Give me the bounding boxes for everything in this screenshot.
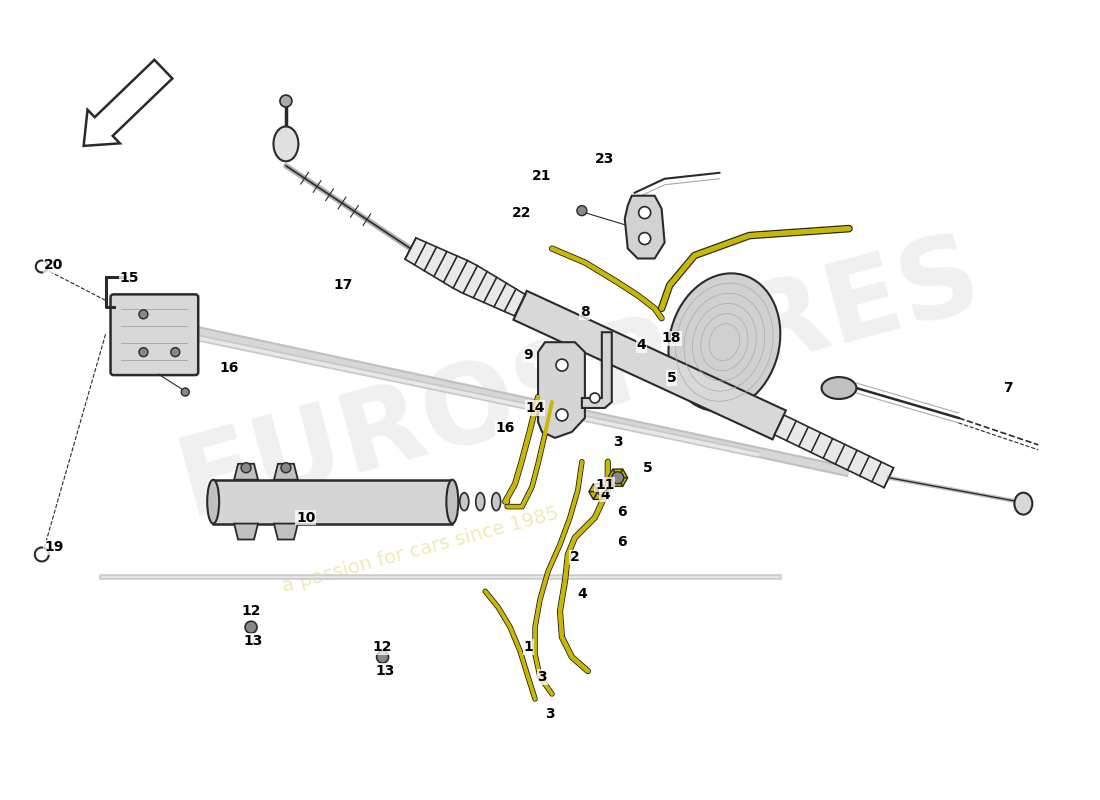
Polygon shape — [613, 478, 623, 486]
Text: 20: 20 — [44, 258, 64, 273]
Ellipse shape — [669, 274, 780, 411]
Text: 5: 5 — [642, 461, 652, 474]
Circle shape — [639, 233, 650, 245]
Polygon shape — [274, 523, 298, 539]
Text: 9: 9 — [524, 348, 532, 362]
Text: 4: 4 — [600, 488, 609, 502]
Circle shape — [279, 95, 292, 107]
Polygon shape — [588, 492, 597, 499]
Circle shape — [36, 261, 47, 273]
Polygon shape — [213, 480, 452, 523]
Circle shape — [376, 651, 388, 663]
Polygon shape — [234, 523, 258, 539]
Text: 3: 3 — [537, 670, 547, 684]
Polygon shape — [405, 238, 526, 316]
Text: 17: 17 — [333, 278, 352, 292]
Text: 23: 23 — [595, 152, 615, 166]
Circle shape — [576, 206, 587, 216]
Text: 16: 16 — [495, 421, 515, 435]
Text: 22: 22 — [513, 206, 531, 220]
Circle shape — [556, 409, 568, 421]
FancyBboxPatch shape — [110, 294, 198, 375]
Polygon shape — [618, 478, 628, 486]
Ellipse shape — [476, 493, 485, 510]
Polygon shape — [625, 196, 664, 258]
Polygon shape — [608, 469, 618, 478]
Ellipse shape — [460, 493, 469, 510]
Polygon shape — [274, 464, 298, 480]
Text: 4: 4 — [637, 338, 647, 352]
Circle shape — [245, 622, 257, 633]
Text: 7: 7 — [1003, 381, 1013, 395]
Text: 6: 6 — [617, 534, 627, 549]
Text: 1: 1 — [524, 640, 534, 654]
Text: 15: 15 — [120, 271, 140, 286]
Circle shape — [639, 206, 650, 218]
Text: 13: 13 — [376, 664, 395, 678]
Polygon shape — [608, 478, 618, 486]
Text: 18: 18 — [662, 331, 681, 346]
Circle shape — [556, 359, 568, 371]
Circle shape — [241, 462, 251, 473]
Text: EUROSPARES: EUROSPARES — [167, 222, 992, 538]
Circle shape — [170, 348, 179, 357]
Polygon shape — [588, 484, 597, 492]
Polygon shape — [593, 484, 603, 492]
Text: 12: 12 — [241, 604, 261, 618]
Text: 13: 13 — [243, 634, 263, 648]
Text: 2: 2 — [570, 550, 580, 565]
Polygon shape — [538, 342, 585, 438]
Text: 5: 5 — [667, 371, 676, 385]
Text: 3: 3 — [546, 707, 554, 721]
Circle shape — [612, 472, 624, 484]
Polygon shape — [618, 469, 628, 478]
Circle shape — [590, 393, 600, 403]
Ellipse shape — [274, 126, 298, 162]
Circle shape — [280, 462, 290, 473]
Ellipse shape — [207, 480, 219, 523]
Polygon shape — [597, 492, 607, 499]
Text: 8: 8 — [580, 306, 590, 319]
Circle shape — [139, 310, 147, 318]
Polygon shape — [774, 415, 893, 488]
Polygon shape — [593, 492, 603, 499]
Polygon shape — [234, 464, 258, 480]
Circle shape — [35, 547, 48, 562]
Ellipse shape — [492, 493, 500, 510]
Circle shape — [139, 348, 147, 357]
Circle shape — [182, 388, 189, 396]
Polygon shape — [84, 60, 173, 146]
Polygon shape — [597, 484, 607, 492]
Text: 16: 16 — [219, 361, 239, 375]
Text: 6: 6 — [617, 505, 627, 518]
Ellipse shape — [822, 377, 857, 399]
Polygon shape — [514, 291, 785, 439]
Polygon shape — [613, 469, 623, 478]
Text: 4: 4 — [578, 587, 586, 602]
Text: 11: 11 — [595, 478, 615, 492]
Ellipse shape — [447, 480, 459, 523]
Ellipse shape — [1014, 493, 1032, 514]
Text: 10: 10 — [296, 510, 316, 525]
Text: 21: 21 — [532, 169, 552, 182]
Text: 12: 12 — [373, 640, 393, 654]
Text: 14: 14 — [526, 401, 544, 415]
Text: 19: 19 — [44, 541, 64, 554]
Text: a passion for cars since 1985: a passion for cars since 1985 — [280, 503, 561, 596]
Text: 3: 3 — [613, 435, 623, 449]
Polygon shape — [582, 332, 612, 408]
